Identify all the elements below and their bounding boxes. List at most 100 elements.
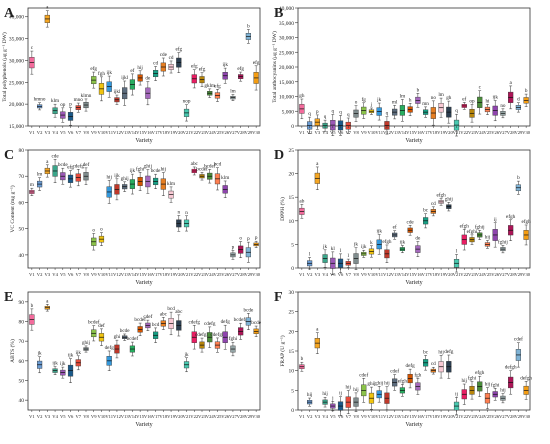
chart-panel-f: F 0 5 10 15 20 25 30 FRAP (U g⁻¹) Variety b V1 hij V2… <box>274 290 532 428</box>
significance-letter: bcde <box>120 328 130 334</box>
x-tick-label: V13 <box>391 414 400 419</box>
significance-letter: efgh <box>475 369 485 376</box>
x-tick-label: V15 <box>136 272 145 277</box>
x-tick-label: V3 <box>315 272 321 277</box>
x-tick-label: V15 <box>406 414 415 419</box>
x-tick-label: V27 <box>499 272 508 277</box>
significance-letter: p <box>69 102 72 108</box>
x-tick-label: V2 <box>37 414 43 419</box>
y-tick-label: 15,000 <box>279 80 294 86</box>
y-tick-label: 10 <box>289 219 295 225</box>
significance-letter: bcdef <box>134 316 146 323</box>
significance-letter: efgh <box>506 213 516 220</box>
significance-letter: ghij <box>82 340 90 346</box>
y-tick-label: 10,000 <box>279 95 294 101</box>
significance-letter: l <box>340 248 342 254</box>
y-tick-label: 70 <box>19 339 25 345</box>
significance-letter: jk <box>376 97 381 103</box>
significance-letter: cdefg <box>73 162 85 169</box>
x-tick-label: V7 <box>345 414 351 419</box>
x-tick-label: V2 <box>307 130 313 135</box>
significance-letter: mn <box>422 101 429 107</box>
significance-letter: c <box>479 85 482 91</box>
x-tick-label: V22 <box>460 414 469 419</box>
y-axis-label: FRAP (U g⁻¹) <box>279 335 286 366</box>
x-tick-label: V20 <box>175 272 184 277</box>
y-tick-label: 30,000 <box>279 36 294 42</box>
significance-letter: efg <box>199 66 206 73</box>
x-tick-label: V17 <box>422 130 431 135</box>
significance-letter: defg <box>221 318 231 325</box>
significance-letter: no <box>431 95 437 101</box>
x-tick-label: V29 <box>244 272 253 277</box>
significance-letter: ghij <box>445 196 453 202</box>
significance-letter: fghi <box>229 335 238 342</box>
x-tick-label: V10 <box>368 272 377 277</box>
x-tick-label: V21 <box>183 414 192 419</box>
plot-frame <box>27 7 261 127</box>
x-tick-label: V5 <box>330 414 336 419</box>
x-tick-label: V30 <box>522 130 531 135</box>
x-tick-label: V11 <box>105 130 113 135</box>
significance-letter: ml <box>392 99 398 105</box>
significance-letter: cde <box>51 153 59 159</box>
x-tick-label: V8 <box>83 130 89 135</box>
x-tick-label: V19 <box>437 414 446 419</box>
x-tick-label: V13 <box>121 272 130 277</box>
significance-letter: a <box>510 80 513 86</box>
x-tick-label: V5 <box>330 272 336 277</box>
x-tick-label: V3 <box>45 272 51 277</box>
significance-letter: hij <box>137 65 142 71</box>
significance-letter: op <box>469 98 475 104</box>
x-tick-label: V8 <box>83 414 89 419</box>
x-tick-label: V14 <box>128 272 137 277</box>
significance-letter: efgh <box>436 192 446 199</box>
significance-letter: a <box>46 159 49 165</box>
significance-letter: a <box>46 5 49 11</box>
panel-label: E <box>4 290 13 305</box>
significance-letter: hij <box>346 384 351 390</box>
significance-letter: abc <box>191 161 199 167</box>
x-tick-label: V28 <box>237 272 246 277</box>
x-tick-label: V10 <box>368 130 377 135</box>
significance-letter: bcde <box>251 320 261 326</box>
x-tick-label: V15 <box>406 272 415 277</box>
significance-letter: cdefg <box>204 320 216 327</box>
y-tick-label: 20 <box>289 329 295 335</box>
significance-letter: hi <box>485 98 490 104</box>
significance-letter: b <box>247 23 250 29</box>
y-axis-label: VC Content (mg g⁻¹) <box>9 185 16 232</box>
x-tick-label: V27 <box>499 414 508 419</box>
x-tick-label: V24 <box>206 130 215 135</box>
x-tick-label: V2 <box>37 130 43 135</box>
x-tick-label: V1 <box>29 272 35 277</box>
significance-letter: cdef <box>390 368 399 375</box>
x-tick-label: V18 <box>159 272 168 277</box>
x-tick-label: V21 <box>453 130 462 135</box>
significance-letter: klm <box>51 98 59 104</box>
x-tick-label: V22 <box>190 272 199 277</box>
significance-letter: hij <box>353 387 358 393</box>
x-tick-label: V11 <box>375 272 383 277</box>
x-tick-label: V23 <box>198 414 207 419</box>
y-tick-label: 5 <box>291 388 294 394</box>
significance-letter: q <box>347 112 350 118</box>
significance-letter: o <box>100 227 103 233</box>
significance-letter: bcdef <box>204 162 216 169</box>
y-tick-label: 0 <box>291 124 294 130</box>
significance-letter: ijk <box>492 95 498 101</box>
x-tick-label: V14 <box>398 272 407 277</box>
significance-letter: ghij <box>375 380 383 386</box>
significance-letter: ijk <box>222 62 228 68</box>
significance-letter: p <box>255 235 258 241</box>
x-tick-label: V26 <box>491 414 500 419</box>
significance-letter: cdef <box>143 313 152 320</box>
significance-letter: ijk <box>76 350 82 356</box>
x-tick-label: V27 <box>229 272 238 277</box>
x-tick-label: V9 <box>91 414 97 419</box>
x-tick-label: V3 <box>315 414 321 419</box>
x-tick-label: V20 <box>175 414 184 419</box>
x-tick-label: V28 <box>507 130 516 135</box>
x-tick-label: V1 <box>299 414 305 419</box>
x-tick-label: V30 <box>252 130 261 135</box>
